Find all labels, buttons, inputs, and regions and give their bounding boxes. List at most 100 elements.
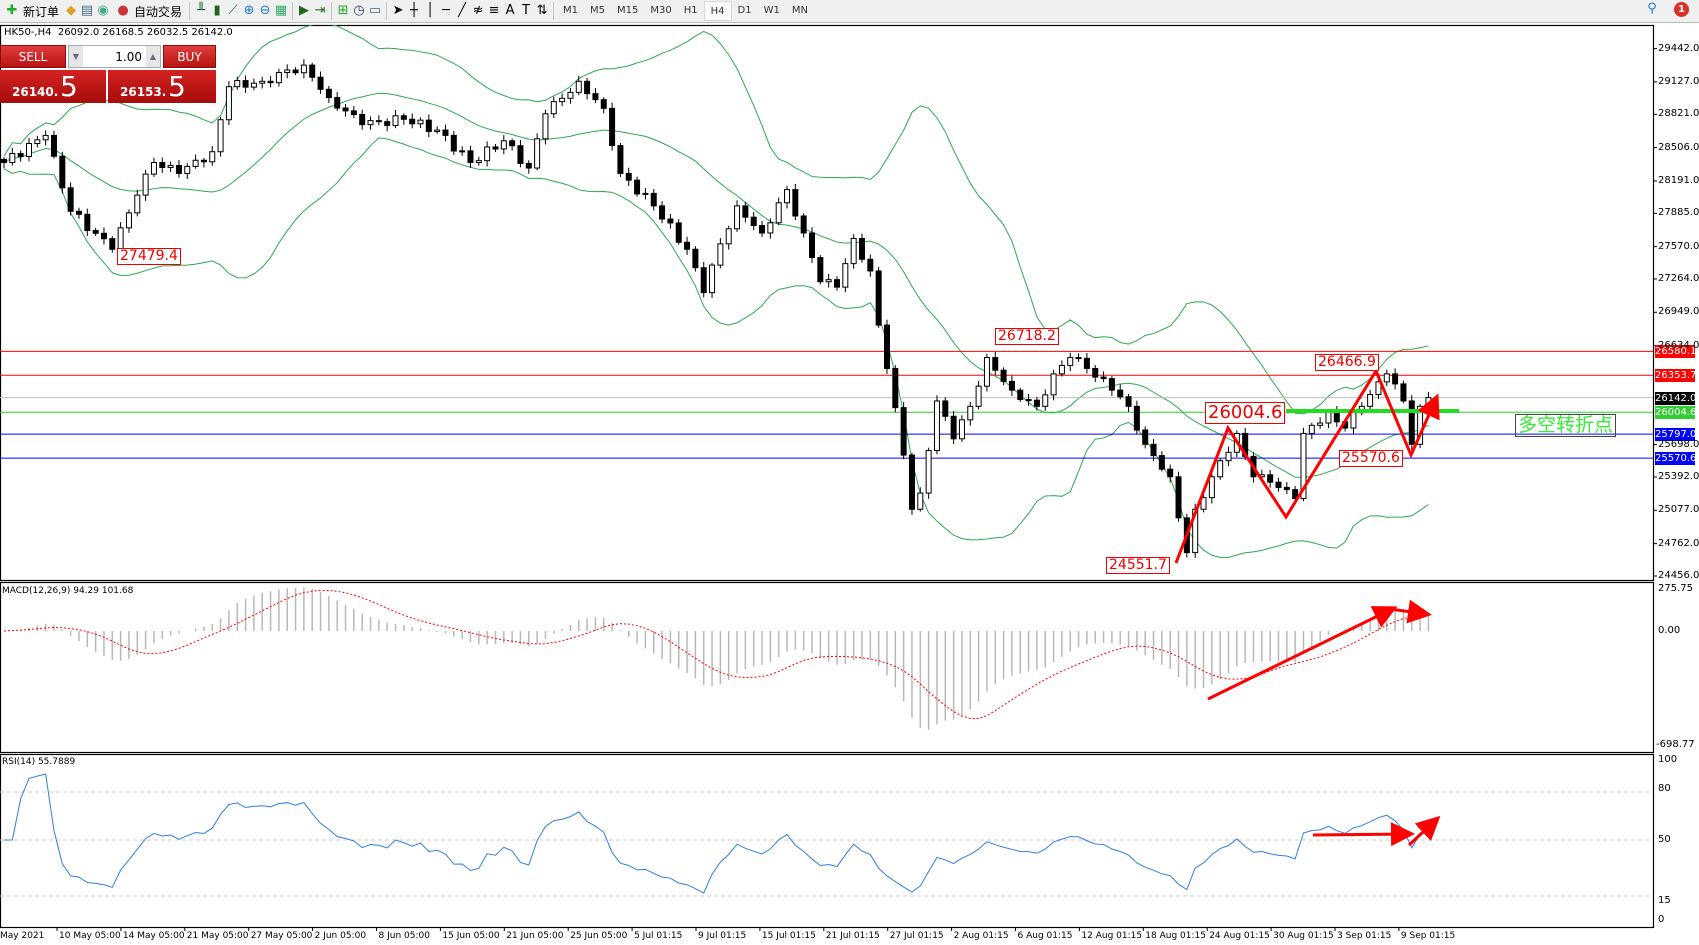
signals-icon[interactable]: ◉ <box>97 3 109 18</box>
candle <box>209 151 216 163</box>
sell-price-box[interactable]: 26140. 5 <box>0 70 106 103</box>
metaeditor-icon[interactable]: ◆ <box>66 3 77 18</box>
bollinger-middle <box>3 92 1429 478</box>
toolbar-separator <box>189 2 191 20</box>
zoom-out-icon[interactable]: ⊖ <box>259 3 271 18</box>
date-axis-label: 9 Jul 01:15 <box>698 931 747 941</box>
annotation-label: 26004.6 <box>1205 402 1286 424</box>
notification-badge[interactable]: 1 <box>1674 1 1689 17</box>
candle <box>875 270 882 326</box>
candle <box>933 400 940 452</box>
candle <box>534 138 541 169</box>
candle <box>184 165 191 174</box>
candle <box>634 179 641 195</box>
fibonacci-icon[interactable]: ≡ <box>488 3 500 18</box>
timeframe-d1[interactable]: D1 <box>737 5 752 16</box>
trendline-icon[interactable]: ╱ <box>458 3 466 18</box>
candle <box>542 113 549 140</box>
autoscroll-icon[interactable]: ▶ <box>299 3 310 18</box>
templates-icon[interactable]: ▭ <box>368 3 382 18</box>
candle <box>1300 432 1307 499</box>
price-axis-label: 28821.0 <box>1658 108 1699 120</box>
horizontal-line-icon[interactable]: ─ <box>442 3 450 18</box>
indicators-icon[interactable]: ⊞ <box>337 3 349 18</box>
panel-border <box>0 753 1655 929</box>
candle <box>1167 468 1174 478</box>
buy-price-box[interactable]: 26153. 5 <box>108 70 216 103</box>
cursor-icon[interactable]: ➤ <box>392 3 404 18</box>
candle <box>592 93 599 101</box>
macd-axis-label: 0.00 <box>1658 625 1681 636</box>
navigator-icon[interactable]: ▤ <box>80 3 94 18</box>
candle <box>9 153 16 164</box>
price-axis-label: 25392.0 <box>1658 470 1699 482</box>
sell-button[interactable]: SELL <box>0 45 66 68</box>
candle <box>84 213 91 232</box>
lot-decrease-icon[interactable]: ▼ <box>69 46 83 67</box>
candle <box>925 450 932 494</box>
search-icon[interactable]: ⚲ <box>1647 1 1657 16</box>
rsi-axis-label: 100 <box>1658 754 1678 765</box>
equidistant-channel-icon[interactable]: ≉ <box>472 3 484 18</box>
text-label-icon[interactable]: T <box>522 3 530 18</box>
candle <box>950 415 957 440</box>
lot-size-field[interactable]: ▼ 1.00 ▲ <box>68 45 161 68</box>
candle <box>159 162 166 168</box>
candle <box>292 69 299 74</box>
bollinger-lower <box>3 137 1429 559</box>
candle <box>275 72 282 84</box>
tile-icon[interactable]: ▦ <box>274 3 288 18</box>
timeframe-w1[interactable]: W1 <box>763 5 780 16</box>
toolbar-auto-trading[interactable]: ● 自动交易 <box>111 1 186 21</box>
line-chart-icon[interactable]: ⟋ <box>228 3 238 18</box>
timeframe-m15[interactable]: M15 <box>617 5 639 16</box>
candle <box>25 143 32 157</box>
lot-increase-icon[interactable]: ▲ <box>146 46 160 67</box>
price-line-tag: 26004.6 <box>1655 406 1697 420</box>
timeframe-mn[interactable]: MN <box>791 5 808 16</box>
rsi-plot <box>0 773 1653 897</box>
candle <box>175 164 182 174</box>
date-axis-label: 15 Jul 01:15 <box>761 931 816 941</box>
candle <box>250 82 257 88</box>
timeframe-m5[interactable]: M5 <box>590 5 606 16</box>
candle <box>1383 373 1390 383</box>
periods-icon[interactable]: ◷ <box>353 3 365 18</box>
candlestick-icon[interactable]: ▮ <box>213 3 221 18</box>
bar-chart-icon[interactable]: ╨ <box>197 3 205 18</box>
panel-border <box>0 581 1655 754</box>
candle <box>484 146 491 162</box>
toolbar-new-order[interactable]: ✚ 新订单 <box>0 1 63 21</box>
candle <box>1367 394 1374 407</box>
candle <box>1292 489 1299 499</box>
timeframe-h1[interactable]: H1 <box>683 5 698 16</box>
timeframe-h4[interactable]: H4 <box>703 1 732 21</box>
candle <box>1100 376 1107 380</box>
candle <box>850 237 857 265</box>
candle <box>908 454 915 510</box>
candle <box>1408 400 1415 445</box>
arrows-icon[interactable]: ⇅ <box>536 3 548 18</box>
timeframe-m1[interactable]: M1 <box>563 5 579 16</box>
candle <box>1158 455 1165 470</box>
candle <box>684 241 691 250</box>
buy-button[interactable]: BUY <box>163 45 216 68</box>
lot-value[interactable]: 1.00 <box>115 49 142 64</box>
vertical-line-icon[interactable]: │ <box>426 3 434 18</box>
price-line-tag: 25570.6 <box>1655 452 1697 466</box>
zoom-in-icon[interactable]: ⊕ <box>243 3 255 18</box>
timeframe-m30[interactable]: M30 <box>650 5 672 16</box>
candle <box>1150 443 1157 457</box>
date-axis-label: 18 Aug 01:15 <box>1145 931 1206 941</box>
crosshair-icon[interactable]: ┼ <box>410 3 418 18</box>
candle <box>767 222 774 234</box>
date-axis-label: 21 Jul 01:15 <box>825 931 880 941</box>
candle <box>992 357 999 371</box>
new-order-label: 新订单 <box>23 4 60 19</box>
chart-shift-icon[interactable]: ⇥ <box>314 3 326 18</box>
main-plot <box>0 25 1653 559</box>
candle <box>317 76 324 90</box>
candle <box>192 159 199 167</box>
text-icon[interactable]: A <box>505 3 515 18</box>
